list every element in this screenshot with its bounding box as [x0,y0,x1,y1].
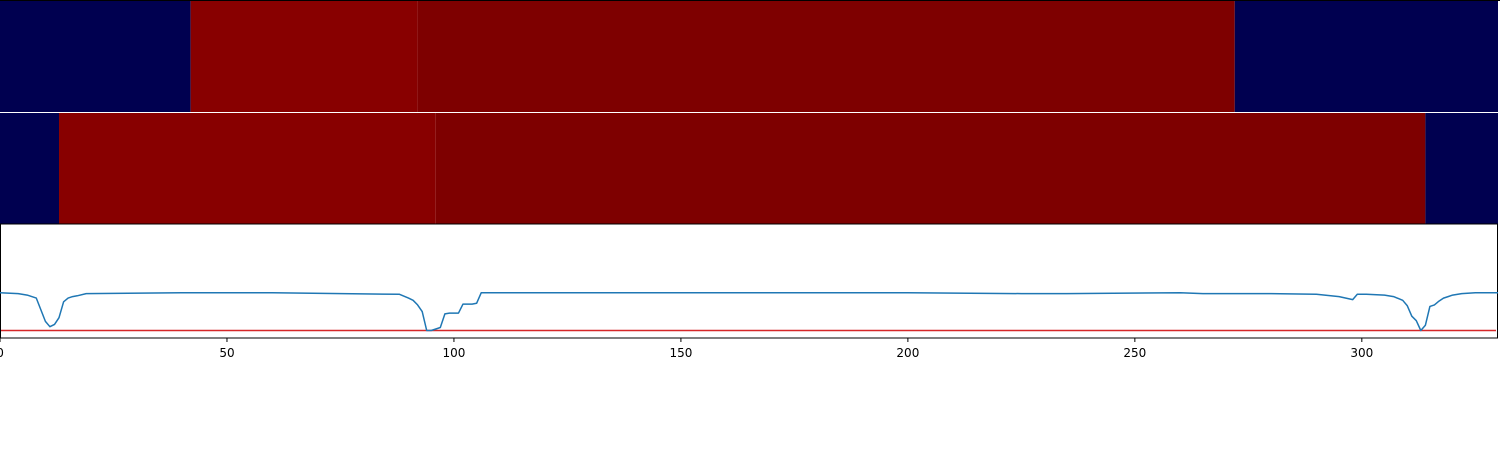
track-1-segment-3 [1425,113,1498,224]
x-tick-label-6: 300 [1350,346,1373,360]
x-axis: 0 50 100 150 200 250 300 [0,338,1373,360]
x-tick-label-5: 250 [1123,346,1146,360]
state-track-layer [0,0,1500,224]
state-track-0 [0,1,1498,112]
track-top-border [0,0,1500,1]
x-tick-label-3: 150 [669,346,692,360]
x-tick-label-2: 100 [442,346,465,360]
track-0-segment-0 [0,1,191,112]
x-tick-label-1: 50 [219,346,234,360]
track-1-segment-1 [59,113,436,224]
x-tick-label-4: 200 [896,346,919,360]
series-line-0 [0,292,1498,332]
track-0-segment-3 [1234,1,1498,112]
x-tick-label-0: 0 [0,346,4,360]
state-track-1 [0,113,1498,224]
track-1-segment-2 [435,113,1426,224]
line-plot-layer [0,223,1498,339]
track-0-segment-1 [190,1,418,112]
track-separator [0,112,1500,113]
plot-frame [0,223,1498,339]
track-0-segment-2 [417,1,1235,112]
track-1-segment-0 [0,113,60,224]
